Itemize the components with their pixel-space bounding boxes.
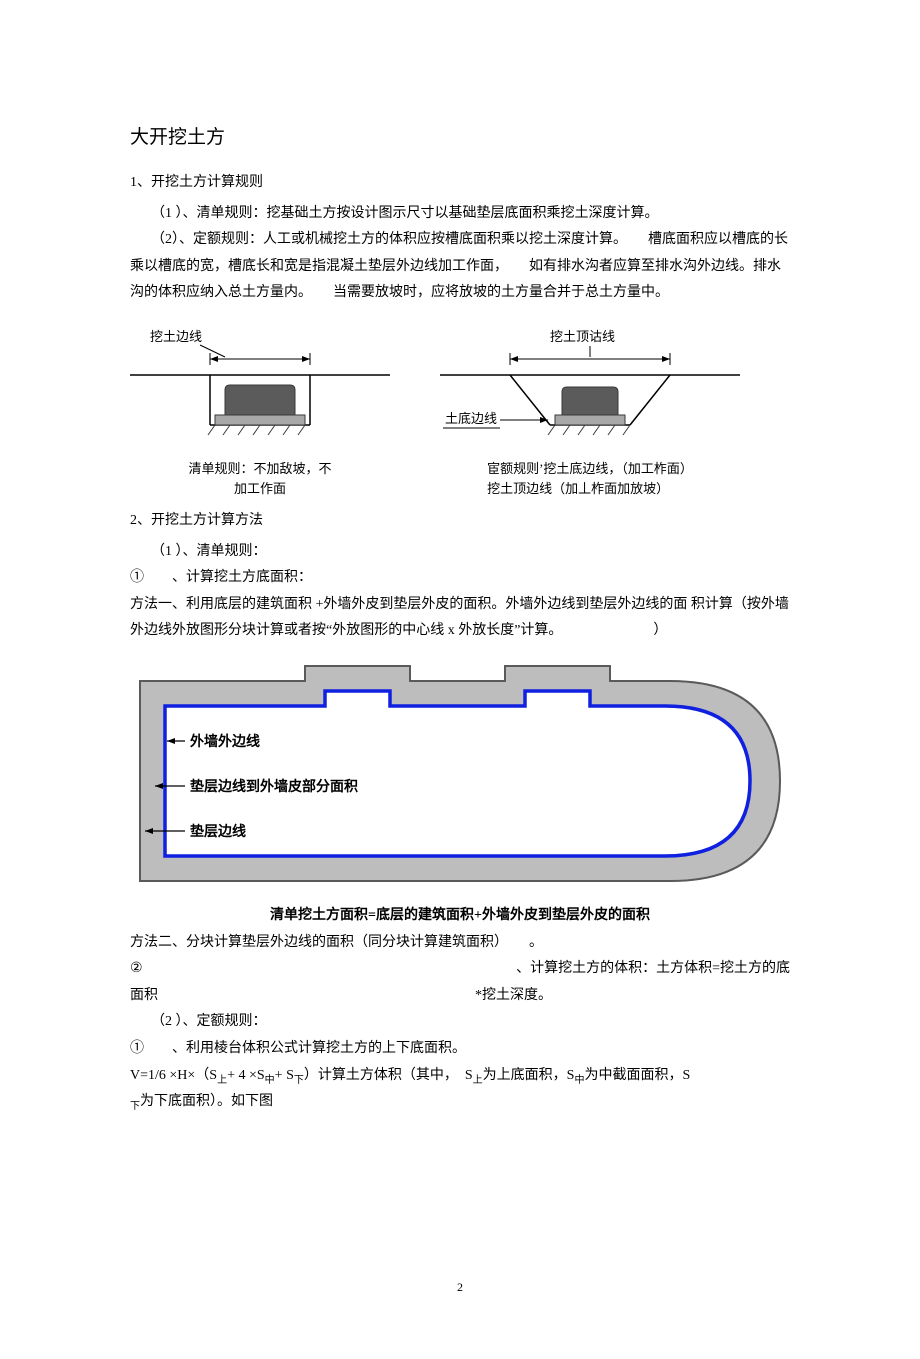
- s2-circle2-left: ②: [130, 961, 143, 976]
- volume-line: 面积 *挖土深度。: [130, 983, 790, 1010]
- s2-item2: （2 ）、定额规则：: [130, 1009, 790, 1036]
- svg-text:土底边线: 土底边线: [445, 411, 497, 426]
- formula-post: ）计算土方体积（其中， S: [304, 1068, 473, 1083]
- formula-tail2: 为中截面面积，S: [584, 1068, 690, 1083]
- cross-section-diagrams: 挖土边线 清单规则：不加敌坡，不 加工作面: [130, 325, 790, 498]
- s2-item1: （1 ）、清单规则：: [130, 539, 790, 566]
- formula-line2: 下为下底面积）。如下图: [130, 1089, 790, 1116]
- diag2-caption-line1: 宦额规则’挖土底边线，（加工柞面）: [487, 461, 693, 476]
- rule-2: （2）、定额规则：人工或机械挖土方的体积应按槽底面积乘以挖土深度计算。 槽底面积…: [130, 227, 790, 307]
- s2-circle1: ① 、计算挖土方底面积：: [130, 565, 790, 592]
- svg-text:外墙外边线: 外墙外边线: [190, 733, 260, 750]
- section-2-head: 2、开挖土方计算方法: [130, 508, 790, 535]
- s2-circle2-right: 、计算挖土方的体积：土方体积=挖土方的底: [516, 956, 790, 983]
- s2-circle2-line: ② 、计算挖土方的体积：土方体积=挖土方的底: [130, 956, 790, 983]
- page-number: 2: [130, 1276, 790, 1299]
- page-title: 大开挖土方: [130, 120, 790, 156]
- vol-right: *挖土深度。: [475, 988, 552, 1003]
- diagram-right-caption: 宦额规则’挖土底边线，（加工柞面） 挖土顶边线（加丄柞面加放坡）: [487, 459, 693, 498]
- cross-section-left-svg: 挖土边线: [130, 325, 390, 455]
- cross-section-right-svg: 挖土顶诂线 土底边线: [440, 325, 740, 455]
- diag2-caption-line2: 挖土顶边线（加丄柞面加放坡）: [487, 481, 669, 496]
- formula-mid2: + S: [275, 1068, 294, 1083]
- formula-line2-post: 为下底面积）。如下图: [140, 1094, 273, 1109]
- sub-bot-1: 下: [294, 1074, 304, 1085]
- sub-mid-2: 中: [574, 1074, 584, 1085]
- diagram-left-block: 挖土边线 清单规则：不加敌坡，不 加工作面: [130, 325, 390, 498]
- sub-bot-2: 下: [130, 1101, 140, 1112]
- sub-top-1: 上: [217, 1074, 227, 1085]
- diag1-label-text: 挖土边线: [150, 329, 202, 344]
- formula-tail1: 为上底面积，S: [483, 1068, 575, 1083]
- diag1-caption-line2: 加工作面: [234, 481, 286, 496]
- plan-svg: 外墙外边线 垫层边线到外墙皮部分面积 垫层边线: [130, 651, 790, 901]
- sub-top-2: 上: [473, 1074, 483, 1085]
- diagram-left-caption: 清单规则：不加敌坡，不 加工作面: [188, 459, 331, 498]
- method1: 方法一、利用底层的建筑面积 +外墙外皮到垫层外皮的面积。外墙外边线到垫层外边线的…: [130, 592, 790, 645]
- method2: 方法二、分块计算垫层外边线的面积（同分块计算建筑面积） 。: [130, 930, 790, 957]
- formula-line1: V=1/6 ×H×（S上+ 4 ×S中+ S下）计算土方体积（其中， S上为上底…: [130, 1063, 790, 1090]
- diag1-caption-line1: 清单规则：不加敌坡，不: [188, 461, 331, 476]
- sub-mid-1: 中: [265, 1074, 275, 1085]
- rule-1: （1 ）、清单规则：挖基础土方按设计图示尺寸以基础垫层底面积乘挖土深度计算。: [130, 201, 790, 228]
- svg-text:垫层边线: 垫层边线: [190, 823, 246, 840]
- svg-text:挖土顶诂线: 挖土顶诂线: [550, 329, 615, 344]
- diagram-right-block: 挖土顶诂线 土底边线 宦额规则’挖土底边线，（加工柞面） 挖土顶边线（加丄柞面加…: [440, 325, 740, 498]
- s2-quota1: ① 、利用棱台体积公式计算挖土方的上下底面积。: [130, 1036, 790, 1063]
- plan-caption: 清单挖土方面积=底层的建筑面积+外墙外皮到垫层外皮的面积: [130, 903, 790, 930]
- section-1-head: 1、开挖土方计算规则: [130, 170, 790, 197]
- vol-left: 面积: [130, 988, 158, 1003]
- formula-mid1: + 4 ×S: [227, 1068, 265, 1083]
- svg-text:垫层边线到外墙皮部分面积: 垫层边线到外墙皮部分面积: [190, 778, 358, 795]
- formula-pre: V=1/6 ×H×（S: [130, 1068, 217, 1083]
